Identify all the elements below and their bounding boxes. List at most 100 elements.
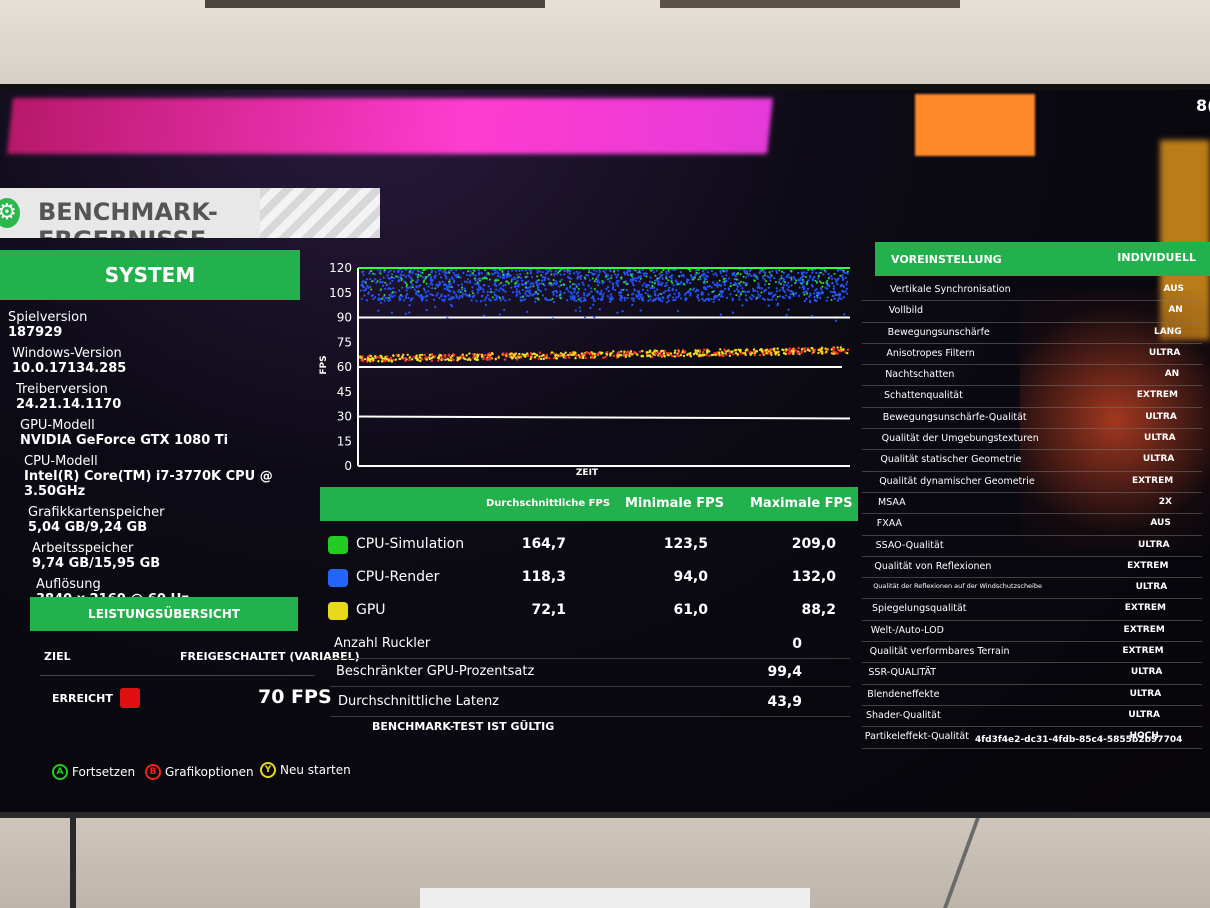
cpu-render-point [625,271,629,274]
cpu-render-point [614,288,617,292]
cpu-render-point [665,270,668,273]
cpu-render-point [701,291,704,294]
cpu-render-point [498,289,501,292]
y-tick-label: 30 [337,410,352,424]
gpu-point [736,352,739,356]
cpu-render-point [482,290,485,293]
cpu-render-point [657,280,661,283]
cpu-render-point [495,296,498,299]
cpu-render-point [615,281,618,284]
cpu-render-point [807,279,810,282]
gpu-point [758,353,762,357]
cpu-render-point [717,298,721,301]
gpu-point [629,350,633,353]
cpu-render-point [641,296,645,299]
cpu-render-point [631,293,634,296]
cpu-simulation-point [549,281,552,284]
cpu-render-point [625,288,629,292]
cpu-render-point [830,277,834,280]
cpu-simulation-point [450,286,453,289]
cpu-render-point [798,294,801,298]
cpu-render-point [797,271,800,275]
cpu-render-point [566,299,569,302]
gpu-point [404,356,407,360]
cpu-render-point [727,287,730,290]
cpu-simulation-point [770,274,773,277]
graphics-options-button[interactable]: B Grafikoptionen [145,764,254,780]
cpu-render-point [672,296,675,299]
cpu-simulation-point [667,268,670,271]
cpu-render-point [846,280,849,283]
cpu-render-point [781,286,784,289]
cpu-simulation-point [689,288,692,291]
cpu-simulation-point [510,280,513,283]
continue-button[interactable]: A Fortsetzen [52,764,135,780]
cpu-render-point [552,293,555,296]
cpu-render-point [525,269,528,272]
gpu-point [630,353,634,356]
gear-icon: ⚙ [0,198,20,228]
cpu-render-point [515,288,518,291]
cpu-render-point [782,289,785,292]
restart-button[interactable]: Y Neu starten [260,762,351,778]
setting-row: Qualität der Reflexionen auf der Windsch… [862,578,1202,600]
divider [330,716,850,717]
cpu-render-point [374,296,377,299]
gpu-point [579,355,582,358]
gpu-point [401,355,404,359]
cpu-render-point [416,269,420,273]
cpu-render-point [541,279,544,282]
gpu-point [703,353,706,357]
setting-row: Vertikale Synchronisation AUS [862,280,1202,302]
cpu-simulation-point [723,280,726,283]
setting-label: Spiegelungsqualität [872,603,967,615]
gpu-point [784,350,788,353]
gpu-point [550,351,554,354]
cpu-render-point [555,282,559,285]
cpu-simulation-point [370,269,373,272]
gpu-point [368,360,372,363]
gpu-point [641,349,644,353]
cpu-render-point [715,274,718,277]
cpu-simulation-point [842,269,845,272]
cpu-render-point [462,271,465,274]
cpu-simulation-point [502,273,505,276]
cpu-render-point [383,299,386,302]
cpu-render-point [452,296,455,300]
cpu-render-point [552,300,556,304]
gpu-point [775,351,778,354]
gpu-point [591,352,595,355]
cpu-render-point [514,285,517,288]
cpu-render-point [592,299,595,302]
cpu-render-point [519,299,523,302]
gpu-point [418,353,422,357]
cpu-render-point [782,277,785,280]
cpu-render-point [749,296,752,299]
benchmark-hash: 4fd3f4e2-dc31-4fdb-85c4-5855b2b97704 [975,735,1183,745]
cpu-render-point [802,271,805,274]
cpu-simulation-point [801,278,804,281]
gpu-point [583,353,587,356]
cpu-render-point [384,287,387,290]
gpu-point [468,352,471,355]
cpu-render-point [529,289,532,292]
cpu-simulation-point [383,268,386,271]
cpu-render-point [404,312,407,315]
cpu-render-point [846,272,849,275]
gpu-point [593,352,596,356]
system-info-value: 24.21.14.1170 [16,397,122,412]
cpu-render-point [832,295,835,298]
cpu-render-point [792,276,795,279]
cpu-render-point [640,293,643,296]
cpu-render-point [608,268,611,271]
cpu-render-point [592,295,595,298]
gpu-point [605,353,609,356]
cpu-render-point [386,297,389,300]
gpu-point [617,355,620,358]
gpu-point [800,350,803,354]
cpu-render-point [590,287,593,290]
cpu-render-point [794,292,797,295]
system-info-label: Windows-Version [12,346,122,361]
cpu-simulation-point [526,272,529,275]
cpu-render-point [654,293,657,297]
